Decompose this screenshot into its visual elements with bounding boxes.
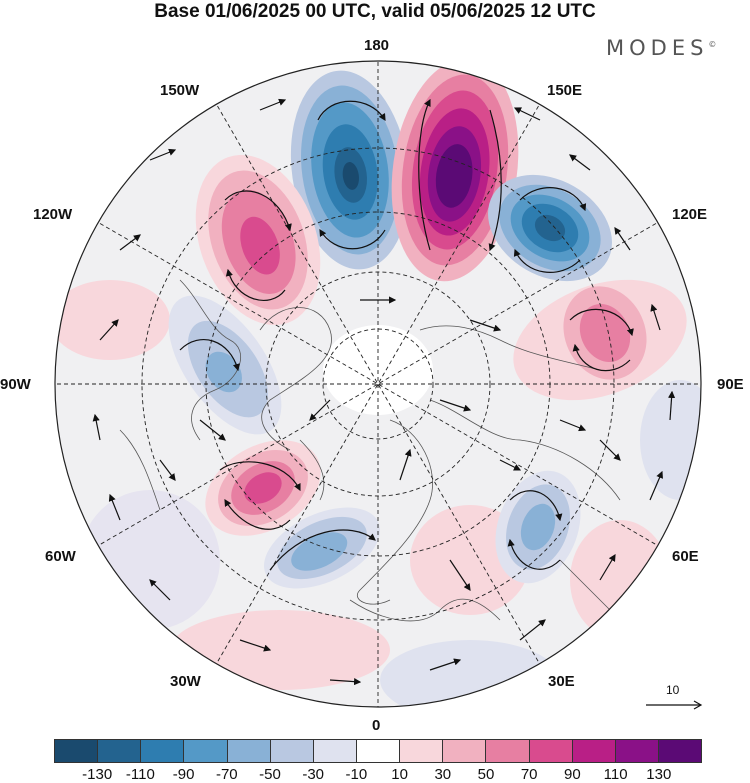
anomaly-area-weak <box>80 490 220 630</box>
anomaly-center-negative <box>488 174 612 282</box>
colorbar-bin <box>443 740 487 762</box>
colorbar-ticks: -130 -110 -90 -70 -50 -30 -10 10 30 50 70 90 110 130 <box>54 766 702 783</box>
map-frame <box>54 60 702 708</box>
lon-label-90e: 90E <box>717 376 744 393</box>
colorbar-tick-label: 70 <box>520 766 538 783</box>
brand-logo: MODES© <box>606 36 717 60</box>
lon-label-180: 180 <box>364 37 390 54</box>
anomaly-center-positive <box>391 61 519 282</box>
anomaly-center-positive <box>563 286 647 380</box>
reference-vector: 10 <box>644 683 704 713</box>
colorbar-tick-label: -90 <box>172 766 195 783</box>
colorbar-bin <box>529 740 573 762</box>
anomaly-area-weak <box>170 610 390 690</box>
colorbar-tick-label: -10 <box>345 766 368 783</box>
colorbar-bin <box>227 740 271 762</box>
graticule <box>55 61 701 707</box>
anomaly-center-negative <box>168 295 282 435</box>
colorbar-tick-label: -70 <box>215 766 238 783</box>
colorbar-bin <box>184 740 228 762</box>
anomaly-center-negative <box>264 507 380 589</box>
arrow-right-icon <box>693 700 703 710</box>
colorbar-bin <box>615 740 659 762</box>
colorbar-tick-label: -50 <box>259 766 281 783</box>
lon-label-30e: 30E <box>548 673 575 690</box>
lon-label-60e: 60E <box>672 548 699 565</box>
anomaly-area-weak <box>570 520 670 640</box>
colorbar-tick-label: -110 <box>125 766 155 783</box>
lon-label-150e: 150E <box>547 82 583 99</box>
colorbar-bin <box>486 740 530 762</box>
colorbar-tick-label: 130 <box>646 766 672 783</box>
colorbar-bin <box>572 740 616 762</box>
colorbar-tick-label: 10 <box>391 766 408 783</box>
lon-label-0: 0 <box>372 717 381 734</box>
lon-label-120w: 120W <box>33 206 73 223</box>
colorbar-bin <box>141 740 185 762</box>
colorbar-bin <box>313 740 357 762</box>
anomaly-area-weak <box>55 280 170 360</box>
colorbar-tick-label: 30 <box>434 766 452 783</box>
polar-map <box>54 60 702 708</box>
wind-vectors <box>92 98 676 686</box>
colorbar-bin <box>55 740 99 762</box>
colorbar-bin <box>400 740 444 762</box>
colorbar-tick-label: -130 <box>82 766 113 783</box>
anomaly-area-weak <box>640 380 701 500</box>
colorbar-tick-label: 90 <box>564 766 581 783</box>
colorbar-bin <box>658 740 702 762</box>
lon-label-120e: 120E <box>672 206 708 223</box>
colorbar-bin <box>356 740 401 762</box>
colorbar-tick-label: 110 <box>603 766 628 783</box>
colorbar-bin <box>270 740 314 762</box>
lon-label-60w: 60W <box>45 548 76 565</box>
colorbar-bin <box>98 740 142 762</box>
lon-label-150w: 150W <box>160 82 200 99</box>
lon-label-90w: 90W <box>0 376 31 393</box>
reference-vector-label: 10 <box>666 683 680 697</box>
colorbar <box>54 739 702 763</box>
colorbar-tick-label: 50 <box>477 766 495 783</box>
lon-label-30w: 30W <box>170 673 201 690</box>
colorbar-tick-label: -30 <box>302 766 325 783</box>
map-title: Base 01/06/2025 00 UTC, valid 05/06/2025… <box>154 1 596 22</box>
